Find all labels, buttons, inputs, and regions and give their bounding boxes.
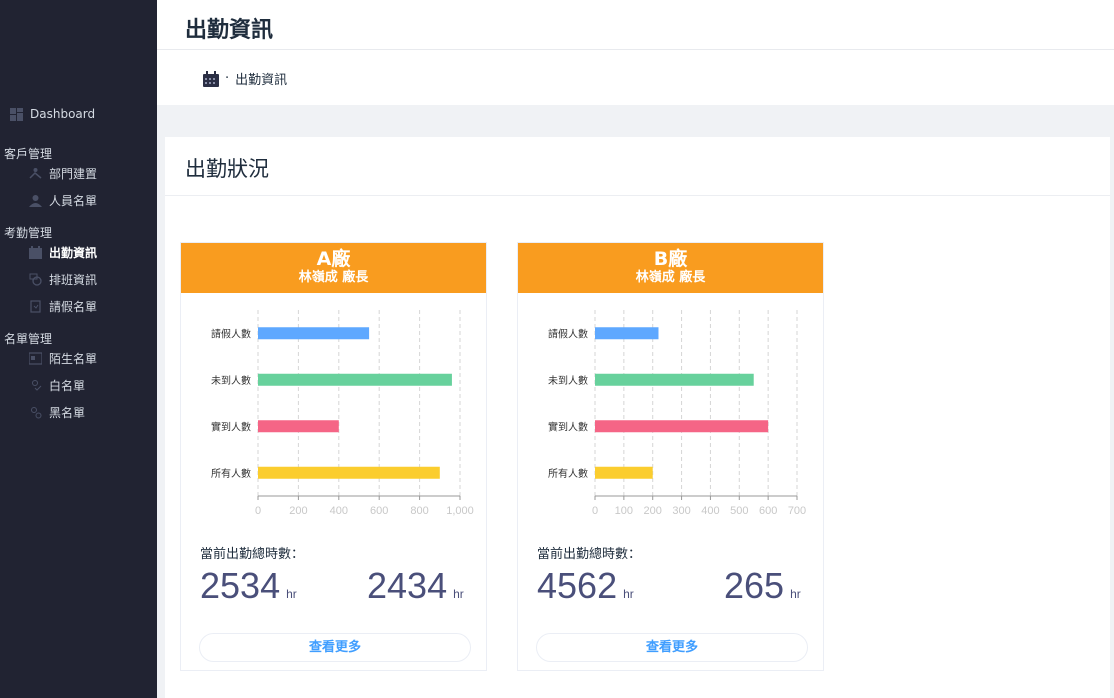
sidebar-group-attendance[interactable]: 考勤管理 — [4, 226, 53, 240]
x-tick-label: 100 — [615, 505, 633, 517]
factory-card-b: B廠 林嶺成 廠長 0 100 200 300 400 500 600 700 請假人數未到人數… — [517, 242, 824, 671]
card-header: A廠 林嶺成 廠長 — [181, 243, 486, 293]
bar — [258, 420, 339, 433]
x-tick-label: 0 — [255, 505, 261, 517]
hours-number: 265 — [724, 565, 785, 606]
bar — [258, 466, 440, 479]
breadcrumb: · 出勤資訊 — [203, 69, 287, 88]
org-icon — [29, 167, 42, 180]
hours-value-secondary: 2434 hr — [367, 565, 464, 607]
x-tick-label: 300 — [672, 505, 690, 517]
x-tick-label: 200 — [289, 505, 307, 517]
view-more-button[interactable]: 查看更多 — [536, 633, 808, 662]
bar — [258, 327, 370, 340]
x-tick-label: 400 — [701, 505, 719, 517]
sidebar-item-label: 排班資訊 — [49, 273, 98, 287]
factory-card-a: A廠 林嶺成 廠長 0 200 400 600 800 1,000 請假人數未到人數實到人數… — [180, 242, 487, 671]
x-tick-label: 700 — [788, 505, 806, 517]
sidebar-item-departments[interactable]: 部門建置 — [29, 165, 97, 182]
sidebar-item-label: 陌生名單 — [49, 352, 98, 366]
sidebar-item-staff-list[interactable]: 人員名單 — [29, 192, 97, 209]
hours-value-primary: 2534 hr — [200, 565, 297, 607]
sidebar: Dashboard 客戶管理 部門建置 人員名單 考勤管理 出勤資訊 排班資訊 … — [0, 0, 157, 698]
y-category-label: 未到人數 — [211, 374, 251, 387]
x-tick-label: 500 — [730, 505, 748, 517]
factory-manager: 林嶺成 廠長 — [298, 270, 369, 285]
y-category-label: 所有人數 — [211, 467, 251, 480]
x-tick-label: 800 — [410, 505, 428, 517]
sidebar-item-schedule[interactable]: 排班資訊 — [29, 271, 97, 288]
sidebar-item-whitelist[interactable]: 白名單 — [29, 377, 85, 394]
hours-unit: hr — [790, 587, 801, 601]
factory-manager: 林嶺成 廠長 — [635, 270, 706, 285]
panel-header: 出勤狀況 — [165, 137, 1110, 196]
hours-unit: hr — [623, 587, 634, 601]
id-card-icon — [29, 352, 42, 365]
factory-name: B廠 — [653, 248, 688, 270]
calendar-icon — [29, 246, 42, 259]
sidebar-item-label: 黑名單 — [49, 406, 86, 420]
sidebar-item-label: Dashboard — [30, 107, 96, 121]
hours-unit: hr — [453, 587, 464, 601]
block-user-icon — [29, 406, 42, 419]
sidebar-item-leave-list[interactable]: 請假名單 — [29, 298, 97, 315]
clock-icon — [29, 273, 42, 286]
y-category-label: 請假人數 — [211, 327, 251, 340]
x-tick-label: 400 — [330, 505, 348, 517]
hours-number: 2434 — [367, 565, 448, 606]
top-bar: 出勤資訊 — [157, 0, 1114, 50]
card-header: B廠 林嶺成 廠長 — [518, 243, 823, 293]
sidebar-item-strangers[interactable]: 陌生名單 — [29, 350, 97, 367]
sidebar-item-label: 部門建置 — [49, 167, 98, 181]
breadcrumb-bar: · 出勤資訊 — [157, 50, 1114, 105]
y-category-label: 請假人數 — [548, 327, 588, 340]
y-category-label: 未到人數 — [548, 374, 588, 387]
sidebar-item-attendance-info[interactable]: 出勤資訊 — [29, 244, 97, 261]
x-tick-label: 0 — [592, 505, 598, 517]
hours-value-secondary: 265 hr — [724, 565, 801, 607]
check-user-icon — [29, 379, 42, 392]
page-title: 出勤資訊 — [185, 18, 274, 43]
x-tick-label: 1,000 — [446, 505, 474, 517]
hours-number: 2534 — [200, 565, 281, 606]
user-icon — [29, 194, 42, 207]
hours-value-primary: 4562 hr — [537, 565, 634, 607]
breadcrumb-current[interactable]: 出勤資訊 — [235, 73, 288, 88]
bar — [595, 466, 653, 479]
hours-number: 4562 — [537, 565, 618, 606]
y-category-label: 所有人數 — [548, 467, 588, 480]
sidebar-item-blacklist[interactable]: 黑名單 — [29, 404, 85, 421]
sidebar-item-label: 白名單 — [49, 379, 86, 393]
factory-name: A廠 — [316, 248, 351, 270]
bar — [258, 373, 452, 386]
sidebar-group-lists[interactable]: 名單管理 — [4, 332, 53, 346]
dashboard-icon — [10, 107, 23, 121]
x-tick-label: 600 — [759, 505, 777, 517]
breadcrumb-separator: · — [225, 71, 230, 86]
bar — [595, 420, 769, 433]
view-more-button[interactable]: 查看更多 — [199, 633, 471, 662]
sidebar-item-label: 人員名單 — [49, 194, 98, 208]
sidebar-item-label: 出勤資訊 — [49, 246, 98, 260]
leave-icon — [29, 300, 42, 313]
y-category-label: 實到人數 — [211, 420, 251, 433]
hours-label: 當前出勤總時數： — [537, 547, 642, 562]
sidebar-item-dashboard[interactable]: Dashboard — [10, 107, 95, 121]
panel-title: 出勤狀況 — [185, 157, 269, 181]
calendar-icon — [203, 70, 219, 87]
hours-label: 當前出勤總時數： — [200, 547, 305, 562]
x-tick-label: 600 — [370, 505, 388, 517]
sidebar-item-label: 請假名單 — [49, 300, 98, 314]
bar — [595, 373, 754, 386]
sidebar-group-customers[interactable]: 客戶管理 — [4, 147, 53, 161]
y-category-label: 實到人數 — [548, 420, 588, 433]
x-tick-label: 200 — [644, 505, 662, 517]
hours-unit: hr — [286, 587, 297, 601]
bar — [595, 327, 659, 340]
